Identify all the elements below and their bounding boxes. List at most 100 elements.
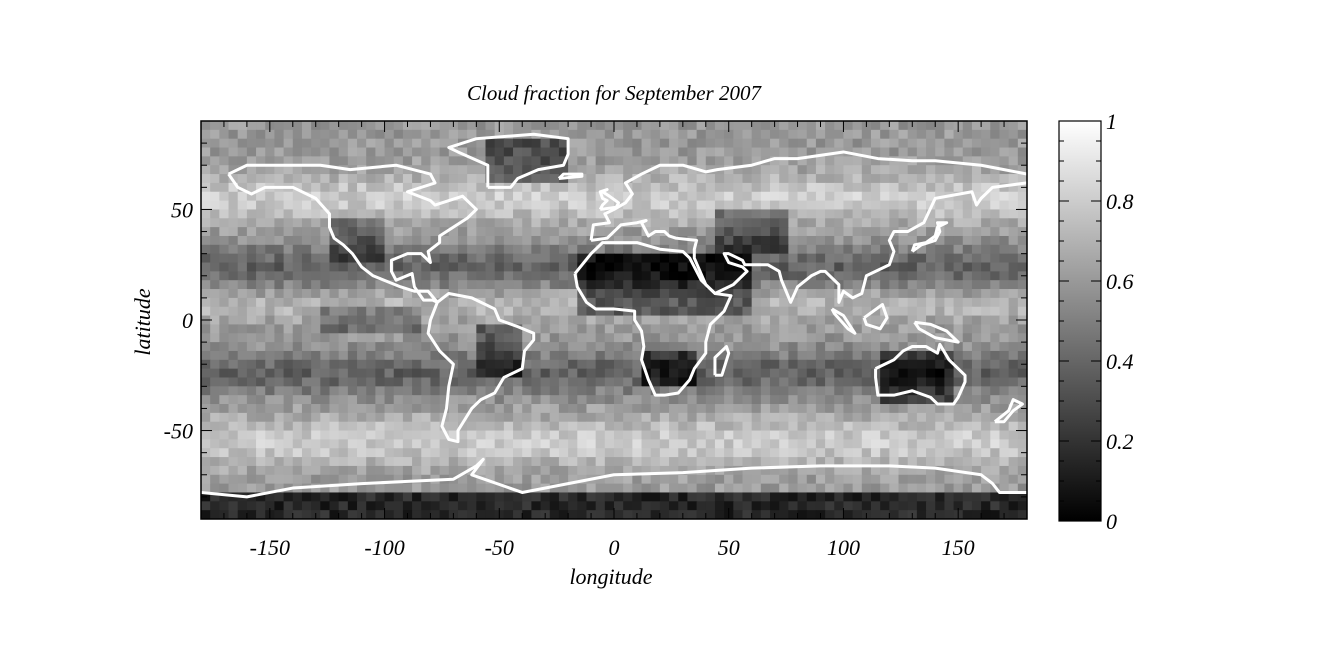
heatmap-cell: [751, 253, 762, 264]
heatmap-cell: [806, 377, 817, 387]
heatmap-cell: [568, 218, 578, 228]
heatmap-cell: [916, 138, 927, 149]
heatmap-cell: [650, 121, 661, 131]
heatmap-cell: [825, 227, 835, 237]
heatmap-cell: [237, 174, 248, 184]
heatmap-cell: [632, 386, 643, 396]
heatmap-cell: [971, 430, 982, 440]
heatmap-cell: [898, 138, 909, 149]
heatmap-cell: [815, 174, 826, 184]
heatmap-cell: [301, 253, 312, 264]
heatmap-cell: [669, 430, 679, 440]
heatmap-cell: [659, 350, 670, 361]
heatmap-cell: [201, 386, 211, 396]
heatmap-cell: [439, 483, 450, 494]
heatmap-cell: [898, 359, 909, 370]
heatmap-cell: [696, 315, 707, 326]
heatmap-cell: [347, 448, 358, 458]
heatmap-cell: [237, 156, 248, 166]
heatmap-cell: [265, 244, 276, 255]
heatmap-cell: [522, 253, 532, 264]
heatmap-cell: [210, 474, 220, 485]
heatmap-cell: [246, 377, 257, 387]
heatmap-cell: [421, 235, 432, 246]
heatmap-cell: [981, 412, 991, 423]
heatmap-cell: [614, 297, 624, 308]
heatmap-cell: [1008, 289, 1019, 299]
heatmap-cell: [733, 280, 744, 290]
heatmap-cell: [503, 253, 514, 264]
heatmap-cell: [678, 289, 689, 299]
heatmap-cell: [421, 342, 432, 352]
heatmap-cell: [467, 218, 477, 228]
heatmap-cell: [751, 182, 762, 193]
heatmap-cell: [228, 368, 239, 379]
heatmap-cell: [494, 457, 505, 467]
heatmap-cell: [733, 156, 744, 166]
heatmap-cell: [375, 333, 386, 343]
heatmap-cell: [990, 253, 1001, 264]
heatmap-cell: [834, 350, 845, 361]
heatmap-cell: [999, 271, 1010, 281]
heatmap-cell: [366, 492, 376, 502]
heatmap-cell: [357, 253, 367, 264]
heatmap-cell: [714, 182, 725, 193]
heatmap-cell: [210, 262, 220, 272]
heatmap-cell: [219, 156, 230, 166]
heatmap-cell: [210, 465, 220, 476]
heatmap-cell: [870, 404, 881, 414]
heatmap-cell: [393, 297, 404, 308]
heatmap-cell: [944, 412, 955, 423]
heatmap-cell: [779, 289, 789, 299]
heatmap-cell: [228, 121, 239, 131]
heatmap-cell: [384, 227, 395, 237]
heatmap-cell: [347, 386, 358, 396]
heatmap-cell: [540, 253, 551, 264]
heatmap-cell: [880, 333, 890, 343]
heatmap-cell: [843, 156, 854, 166]
heatmap-cell: [990, 209, 1001, 219]
heatmap-cell: [485, 297, 496, 308]
heatmap-cell: [421, 448, 432, 458]
heatmap-cell: [467, 386, 477, 396]
heatmap-cell: [669, 129, 679, 140]
heatmap-cell: [926, 165, 936, 175]
heatmap-cell: [246, 404, 257, 414]
heatmap-cell: [852, 342, 863, 352]
heatmap-cell: [439, 244, 450, 255]
heatmap-cell: [485, 421, 496, 432]
heatmap-cell: [861, 421, 872, 432]
heatmap-cell: [201, 306, 211, 317]
heatmap-cell: [724, 368, 734, 379]
heatmap-cell: [513, 430, 523, 440]
heatmap-cell: [641, 315, 652, 326]
heatmap-cell: [641, 474, 652, 485]
heatmap-cell: [990, 165, 1001, 175]
heatmap-cell: [366, 483, 376, 494]
heatmap-cell: [412, 492, 422, 502]
heatmap-cell: [861, 404, 872, 414]
heatmap-cell: [595, 359, 606, 370]
heatmap-cell: [935, 501, 945, 511]
heatmap-cell: [283, 218, 294, 228]
heatmap-cell: [788, 129, 799, 140]
heatmap-cell: [292, 165, 303, 175]
heatmap-cell: [393, 404, 404, 414]
heatmap-cell: [274, 280, 285, 290]
heatmap-cell: [806, 404, 817, 414]
heatmap-cell: [467, 377, 477, 387]
heatmap-cell: [384, 492, 395, 502]
heatmap-cell: [742, 448, 753, 458]
heatmap-cell: [760, 271, 771, 281]
heatmap-cell: [714, 244, 725, 255]
heatmap-cell: [861, 501, 872, 511]
heatmap-cell: [779, 430, 789, 440]
heatmap-cell: [889, 501, 900, 511]
heatmap-cell: [687, 253, 698, 264]
heatmap-cell: [870, 412, 881, 423]
colorbar-tick-label: 0.2: [1106, 429, 1134, 454]
heatmap-cell: [412, 377, 422, 387]
heatmap-cell: [788, 333, 799, 343]
heatmap-cell: [659, 404, 670, 414]
heatmap-cell: [944, 474, 955, 485]
